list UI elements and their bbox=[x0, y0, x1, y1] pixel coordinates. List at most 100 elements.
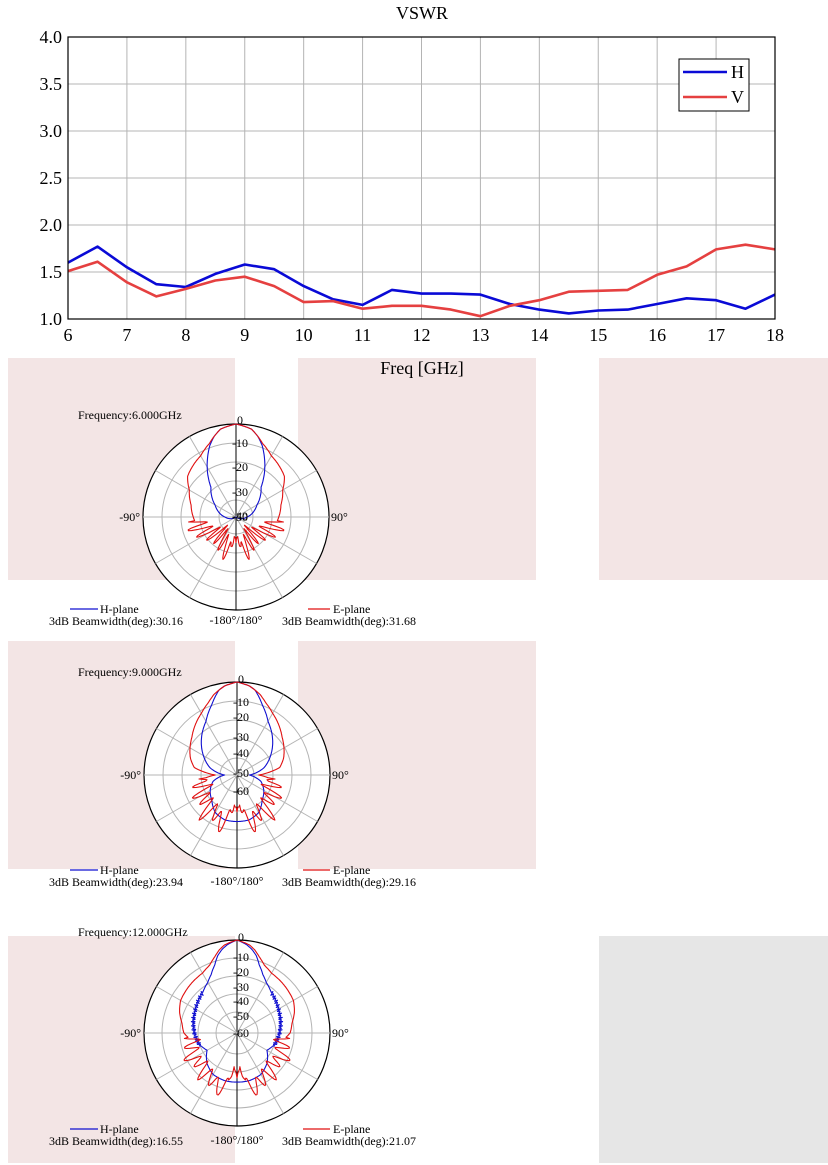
y-tick-label: 4.0 bbox=[40, 27, 63, 47]
plot-lines bbox=[67, 243, 776, 318]
polar-title: Frequency:6.000GHz bbox=[78, 408, 182, 422]
polar-title: Frequency:12.000GHz bbox=[78, 925, 188, 939]
background-panel bbox=[599, 936, 828, 1163]
radial-tick-label: -30 bbox=[232, 485, 248, 499]
legend-box bbox=[678, 58, 750, 112]
grid bbox=[67, 36, 776, 320]
beamwidth-e-plane: 3dB Beamwidth(deg):29.16 bbox=[282, 875, 416, 889]
y-tick-label: 2.5 bbox=[40, 168, 63, 188]
radial-tick-label: -10 bbox=[233, 950, 249, 964]
legend-label-h-plane: H-plane bbox=[100, 602, 139, 616]
polar-spoke bbox=[190, 1032, 238, 1114]
x-tick-label: 16 bbox=[648, 325, 666, 345]
beamwidth-h-plane: 3dB Beamwidth(deg):23.94 bbox=[49, 875, 183, 889]
legend-label-e-plane: E-plane bbox=[333, 1122, 370, 1136]
radial-tick-label: -40 bbox=[233, 994, 249, 1008]
y-tick-label: 2.0 bbox=[40, 215, 63, 235]
y-tick-label: 3.0 bbox=[40, 121, 63, 141]
x-tick-label: 14 bbox=[530, 325, 548, 345]
background-panel bbox=[599, 358, 828, 580]
polar-spoke bbox=[236, 1032, 318, 1080]
polar-spoke bbox=[236, 952, 284, 1034]
polar-curve-e-plane bbox=[179, 939, 295, 1096]
polar-spoke bbox=[235, 470, 317, 518]
y-tick-label: 1.5 bbox=[40, 262, 63, 282]
radial-tick-label: 0 bbox=[238, 672, 244, 686]
y-tick-label: 3.5 bbox=[40, 74, 63, 94]
radial-tick-label: -30 bbox=[233, 980, 249, 994]
radial-tick-label: 0 bbox=[238, 930, 244, 944]
series-line-h bbox=[67, 245, 776, 315]
radial-tick-label: -50 bbox=[233, 1009, 249, 1023]
polar-spoke bbox=[155, 470, 237, 518]
polar-chart-12ghz: 0 -10-20-30-40-50 -60 Frequency:12.000GHz -9… bbox=[49, 925, 416, 1148]
angle-label-right: 90° bbox=[332, 1026, 349, 1040]
legend-label-v: V bbox=[731, 87, 744, 107]
polar-spoke bbox=[236, 694, 284, 776]
x-tick-label: 10 bbox=[295, 325, 313, 345]
radial-tick-label: -60 bbox=[233, 784, 249, 798]
polar-chart-9ghz: 0 -10-20 -30 -40 -50 -60 Frequency:9.000GHz -90… bbox=[49, 665, 416, 889]
polar-spoke bbox=[190, 952, 238, 1034]
x-tick-label: 6 bbox=[64, 325, 73, 345]
polar-spoke bbox=[235, 516, 283, 598]
x-tick-label: 9 bbox=[240, 325, 249, 345]
x-tick-label: 12 bbox=[413, 325, 431, 345]
polar-spoke bbox=[235, 436, 283, 518]
polar-curve-e-plane bbox=[187, 423, 285, 560]
legend-label-h-plane: H-plane bbox=[100, 1122, 139, 1136]
polar-spoke bbox=[236, 774, 318, 822]
x-tick-label: 8 bbox=[181, 325, 190, 345]
polar-chart-6ghz: 0 -10 -20 -30 -40-50 Frequency:6.000GHz -90° 90… bbox=[49, 408, 416, 628]
x-axis-label: Freq [GHz] bbox=[380, 358, 463, 378]
x-tick-label: 18 bbox=[766, 325, 784, 345]
x-tick-label: 15 bbox=[589, 325, 607, 345]
radial-tick-label: -20 bbox=[232, 460, 248, 474]
polar-spoke bbox=[236, 1032, 284, 1114]
angle-label-right: 90° bbox=[331, 510, 348, 524]
radial-tick-label: -10 bbox=[233, 695, 249, 709]
angle-label-left: -90° bbox=[119, 510, 140, 524]
polar-spoke bbox=[156, 774, 238, 822]
polar-spoke bbox=[156, 728, 238, 776]
background-panel bbox=[298, 358, 536, 580]
x-tick-label: 11 bbox=[354, 325, 371, 345]
radial-tick-label: -20 bbox=[233, 710, 249, 724]
series-line-v bbox=[67, 243, 776, 318]
angle-label-left: -90° bbox=[120, 1026, 141, 1040]
polar-spoke bbox=[156, 1032, 238, 1080]
radial-tick-label: 0 bbox=[237, 413, 243, 427]
polar-spoke bbox=[236, 728, 318, 776]
beamwidth-h-plane: 3dB Beamwidth(deg):30.16 bbox=[49, 614, 183, 628]
legend-label-e-plane: E-plane bbox=[333, 863, 370, 877]
legend-label-h: H bbox=[731, 62, 744, 82]
radial-tick-label: -50 bbox=[233, 766, 249, 780]
x-tick-label: 13 bbox=[471, 325, 489, 345]
radial-tick-label: -20 bbox=[233, 965, 249, 979]
beamwidth-h-plane: 3dB Beamwidth(deg):16.55 bbox=[49, 1134, 183, 1148]
radial-tick-label: -50 bbox=[232, 510, 248, 524]
plot-frame bbox=[67, 36, 776, 320]
beamwidth-e-plane: 3dB Beamwidth(deg):31.68 bbox=[282, 614, 416, 628]
angle-label-bottom: -180°/180° bbox=[210, 613, 263, 627]
polar-spoke bbox=[235, 516, 317, 564]
radial-tick-label: -10 bbox=[232, 436, 248, 450]
angle-label-left: -90° bbox=[120, 768, 141, 782]
polar-curve-e-plane bbox=[189, 681, 285, 833]
tick-labels: 6 7 8 9 10 11 12 13 14 15 16 17 18 1.0 1.5 2.0 2.5 3.0 3.5… bbox=[40, 27, 785, 345]
polar-title: Frequency:9.000GHz bbox=[78, 665, 182, 679]
chart-title: VSWR bbox=[396, 3, 448, 23]
x-tick-label: 17 bbox=[707, 325, 725, 345]
vswr-chart: VSWR 6 7 8 9 10 11 12 13 14 15 16 17 18 1.0 1.5 2.0 2.5 3… bbox=[40, 3, 785, 378]
angle-label-bottom: -180°/180° bbox=[211, 874, 264, 888]
beamwidth-e-plane: 3dB Beamwidth(deg):21.07 bbox=[282, 1134, 416, 1148]
legend-label-h-plane: H-plane bbox=[100, 863, 139, 877]
angle-label-bottom: -180°/180° bbox=[211, 1133, 264, 1147]
radial-tick-label: -40 bbox=[233, 746, 249, 760]
angle-label-right: 90° bbox=[332, 768, 349, 782]
y-tick-label: 1.0 bbox=[40, 309, 63, 329]
background-panel bbox=[298, 641, 536, 869]
radial-tick-label: -60 bbox=[233, 1026, 249, 1040]
